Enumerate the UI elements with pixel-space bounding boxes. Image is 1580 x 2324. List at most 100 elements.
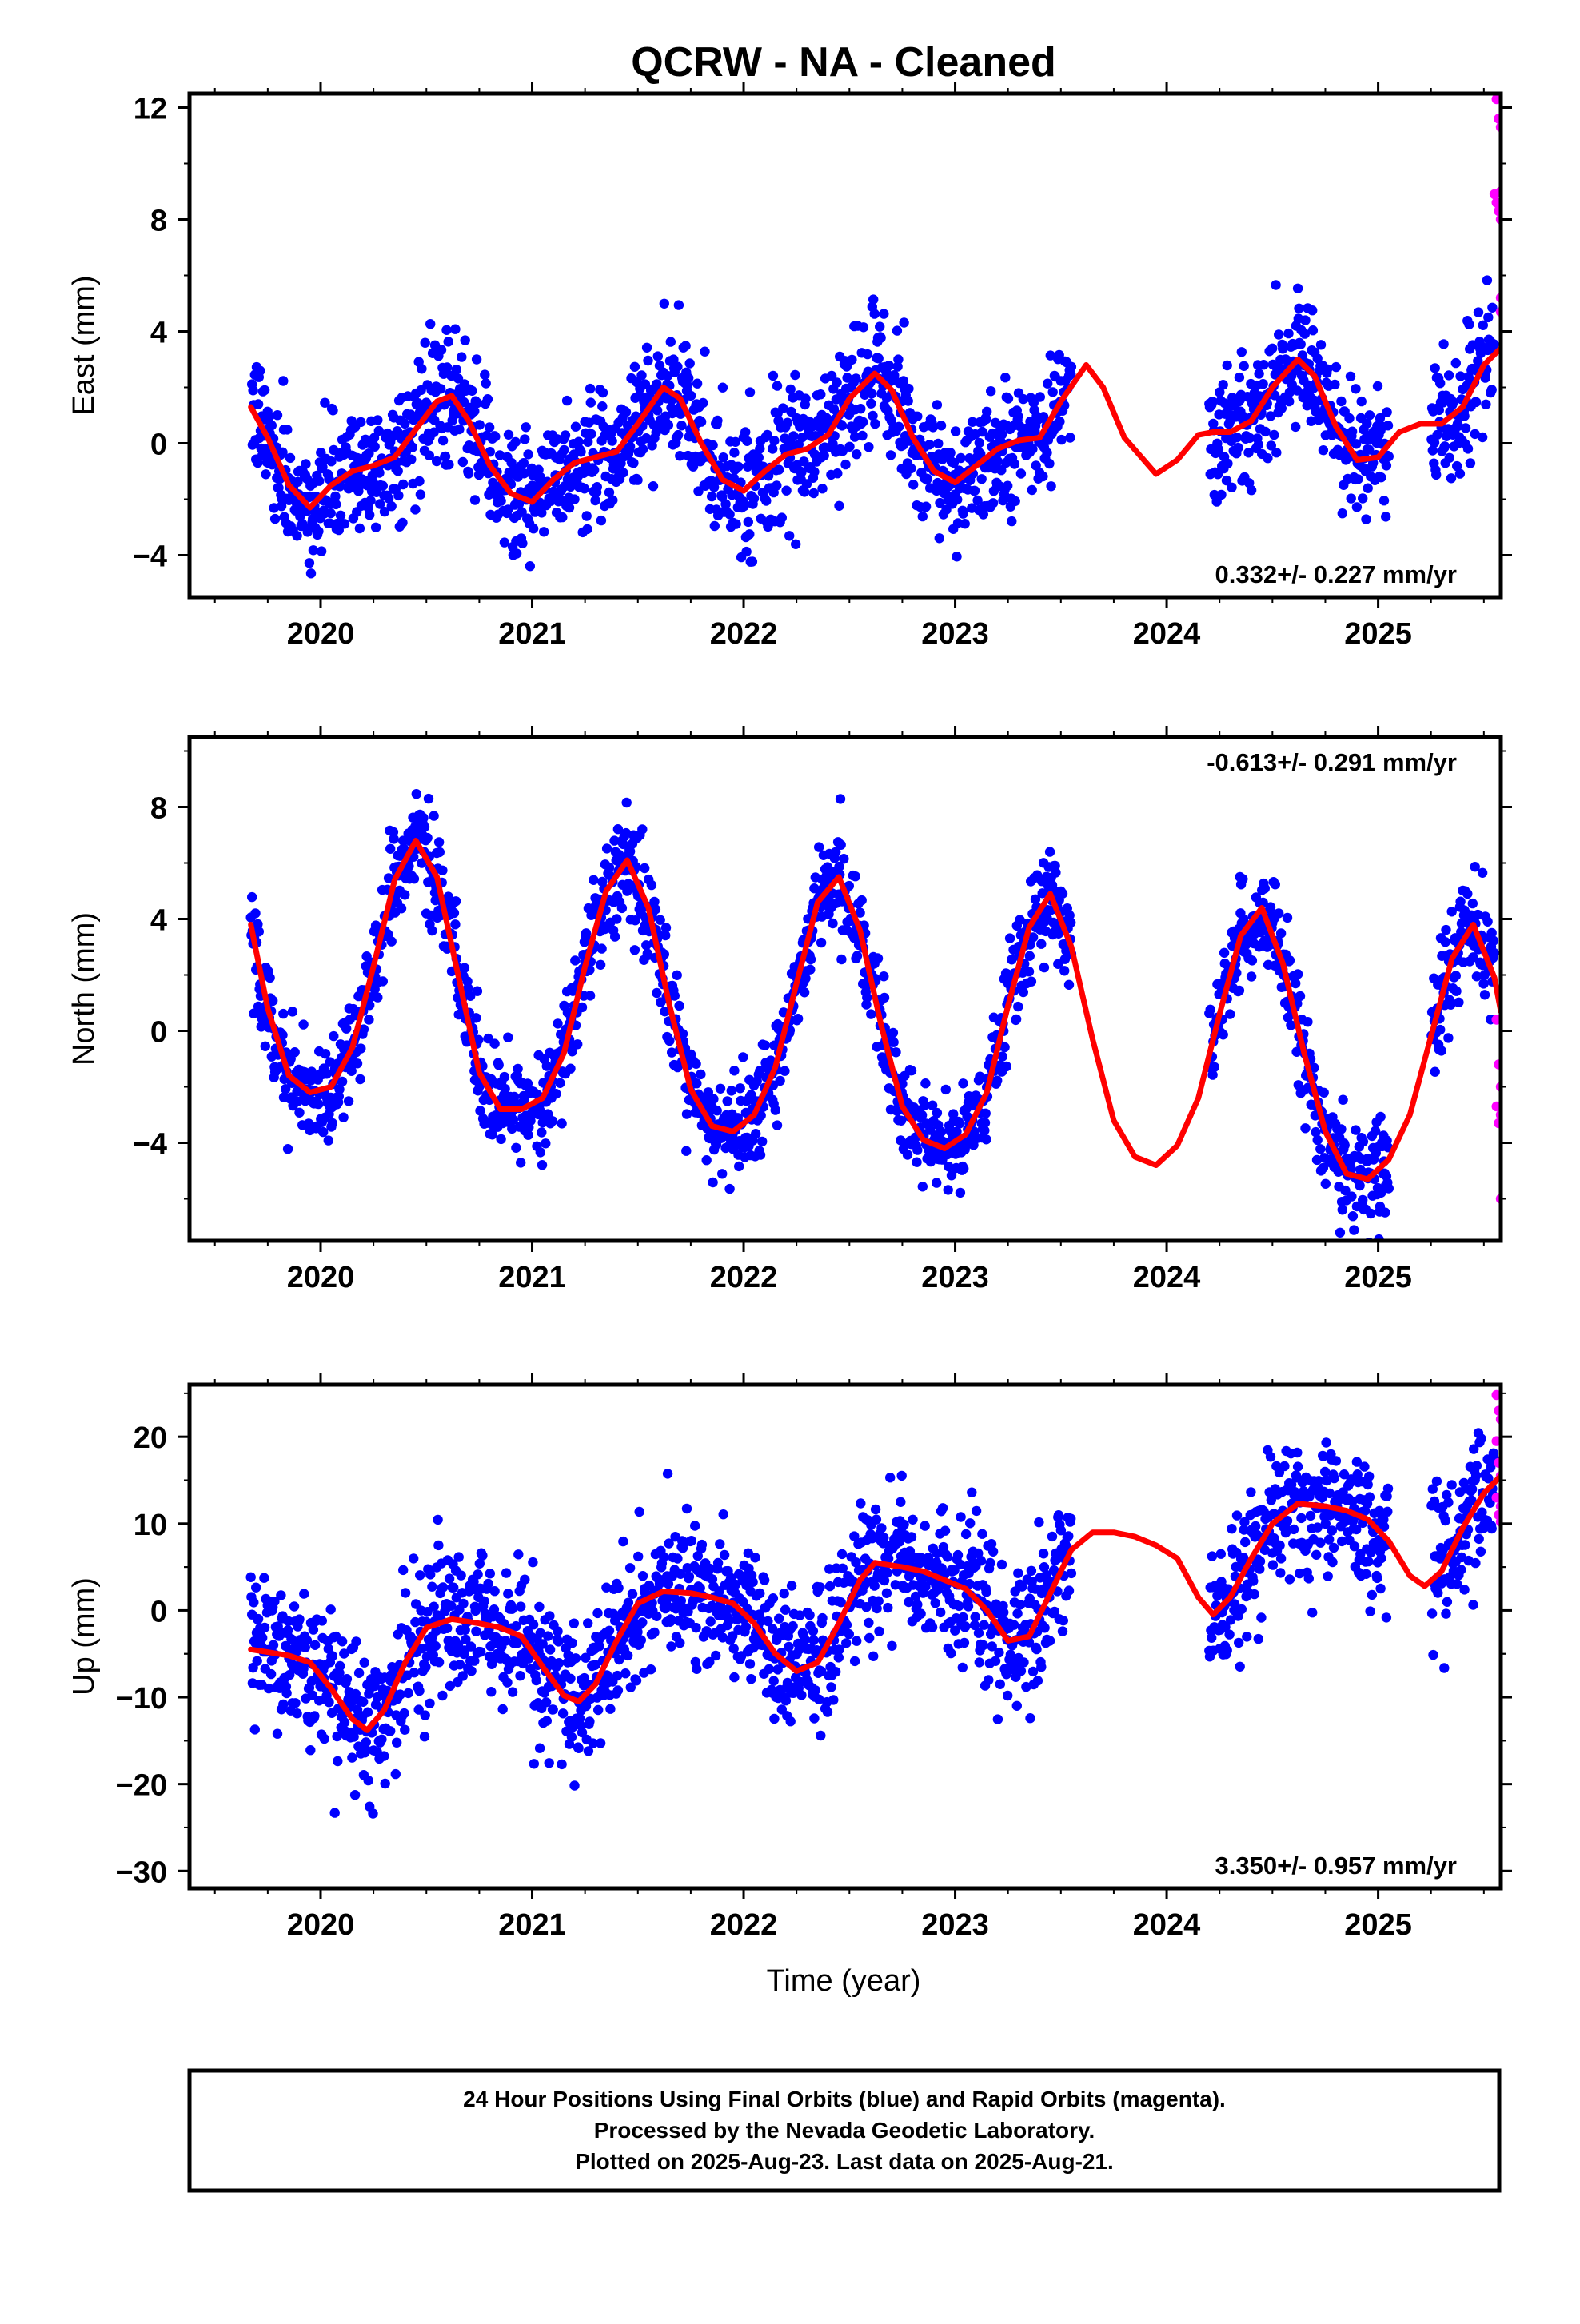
data-point [356, 1043, 365, 1053]
data-point [437, 866, 447, 875]
data-point [977, 474, 987, 484]
data-point [261, 469, 270, 479]
data-point [437, 345, 446, 354]
data-point [959, 1164, 968, 1174]
data-point [400, 419, 409, 429]
data-point [409, 1668, 419, 1677]
data-point [712, 416, 722, 425]
data-point [632, 475, 642, 484]
data-point [1323, 365, 1332, 374]
data-point [856, 1498, 865, 1508]
data-point [1338, 1205, 1347, 1214]
data-point [623, 1651, 632, 1660]
data-point [977, 1529, 987, 1539]
data-point [398, 1565, 408, 1575]
data-point [450, 919, 460, 929]
data-point [690, 1521, 700, 1530]
data-point [720, 1550, 729, 1560]
data-point [1269, 430, 1279, 440]
data-point [1482, 275, 1492, 285]
data-point [397, 518, 407, 528]
data-point [1260, 427, 1270, 436]
data-point [400, 890, 409, 899]
data-point [1331, 362, 1341, 372]
data-point [255, 366, 265, 376]
data-point [628, 1589, 637, 1599]
data-point [740, 501, 749, 511]
data-point [850, 1656, 860, 1666]
data-point [420, 1732, 429, 1741]
data-point [433, 1541, 443, 1550]
data-point [817, 484, 827, 493]
data-point [1219, 1030, 1228, 1039]
plot-frame [190, 737, 1501, 1241]
data-point [636, 370, 646, 380]
data-point [596, 1738, 605, 1748]
data-point [750, 1553, 760, 1562]
data-point [246, 1573, 256, 1582]
data-point [904, 384, 913, 393]
data-point [1013, 1002, 1023, 1011]
data-point [1285, 955, 1295, 965]
data-point [1056, 435, 1066, 444]
data-point [1024, 967, 1034, 976]
data-point [1300, 1123, 1310, 1133]
data-point [501, 1568, 511, 1577]
data-point [719, 1509, 728, 1519]
data-point [894, 422, 904, 432]
data-point [1011, 1015, 1021, 1024]
data-point [806, 955, 816, 964]
data-point [466, 1666, 476, 1676]
data-point [355, 1074, 365, 1084]
x-tick-label: 2020 [287, 1261, 355, 1294]
data-point [867, 389, 876, 398]
data-point [1025, 951, 1035, 961]
data-point [652, 1612, 661, 1621]
data-point [1239, 361, 1249, 371]
data-point [960, 1621, 970, 1631]
data-point [872, 1515, 881, 1525]
data-point [451, 896, 461, 906]
data-point [1266, 902, 1275, 911]
data-point [247, 892, 257, 902]
data-point [573, 1744, 583, 1753]
y-tick-label: 8 [150, 205, 167, 238]
data-point [450, 325, 460, 334]
data-point [756, 1150, 765, 1159]
data-point [496, 1134, 505, 1144]
data-point [520, 1575, 529, 1585]
data-point [1344, 413, 1354, 423]
data-point [741, 547, 751, 556]
data-point [1294, 304, 1303, 313]
data-point [653, 351, 663, 361]
data-point [273, 410, 282, 420]
data-point [809, 467, 819, 476]
data-point [320, 1734, 329, 1744]
data-point [1045, 847, 1055, 856]
data-point [768, 1593, 778, 1603]
data-point [746, 1674, 756, 1684]
data-point [1430, 363, 1440, 373]
data-point [422, 833, 432, 843]
data-point [769, 1714, 779, 1724]
data-point [593, 1705, 603, 1715]
data-point [1271, 448, 1281, 457]
data-point [768, 444, 777, 453]
x-tick-label: 2020 [287, 617, 355, 651]
data-point [811, 1685, 820, 1695]
data-point [1461, 423, 1470, 433]
data-point [460, 963, 469, 973]
data-point [1381, 512, 1390, 521]
x-tick-label: 2021 [498, 617, 566, 651]
data-point [684, 373, 693, 383]
rapid-points [1492, 1015, 1506, 1203]
data-point [1235, 986, 1244, 995]
data-point [529, 1620, 538, 1629]
data-point [553, 1018, 562, 1028]
data-point [598, 388, 608, 397]
data-point [632, 1676, 641, 1685]
data-point [289, 1601, 299, 1611]
data-point [278, 1009, 288, 1018]
data-point [445, 1573, 454, 1583]
